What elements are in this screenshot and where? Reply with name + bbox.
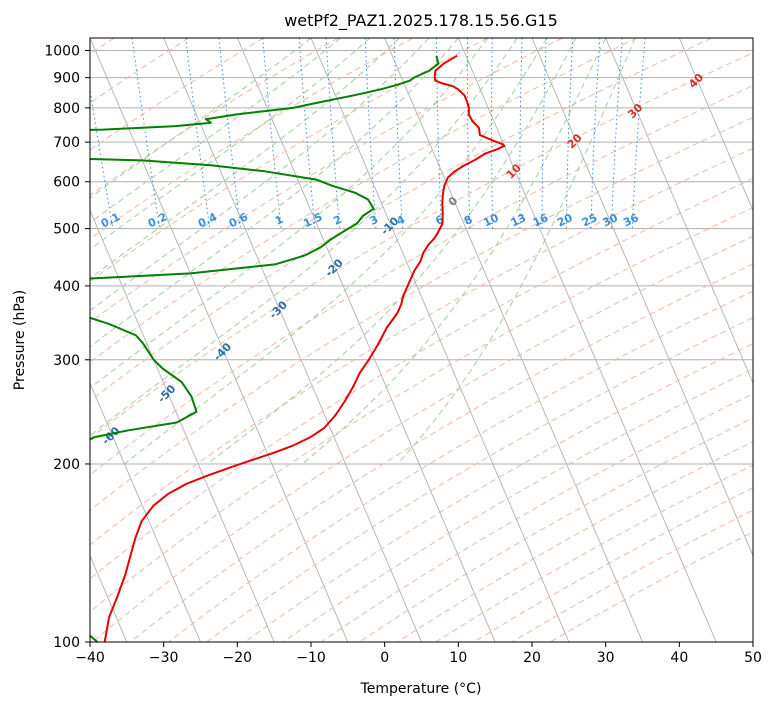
x-tick-label: 40 [670, 650, 688, 666]
x-tick-label: −10 [296, 650, 326, 666]
y-tick-label: 800 [53, 101, 80, 117]
x-tick-label: −20 [223, 650, 253, 666]
chart-title: wetPf2_PAZ1.2025.178.15.56.G15 [284, 11, 558, 31]
y-tick-label: 500 [53, 222, 80, 238]
y-tick-label: 300 [53, 353, 80, 369]
x-tick-label: −40 [75, 650, 105, 666]
y-tick-label: 900 [53, 71, 80, 87]
y-tick-label: 200 [53, 457, 80, 473]
x-tick-label: 0 [380, 650, 389, 666]
y-tick-label: 600 [53, 175, 80, 191]
x-tick-label: 50 [744, 650, 762, 666]
x-tick-label: 10 [449, 650, 467, 666]
y-tick-label: 400 [53, 279, 80, 295]
x-tick-label: −30 [149, 650, 179, 666]
y-tick-label: 700 [53, 135, 80, 151]
y-tick-label: 100 [53, 635, 80, 651]
y-tick-label: 1000 [44, 44, 80, 60]
x-axis-label: Temperature (°C) [360, 681, 482, 697]
x-tick-label: 30 [597, 650, 615, 666]
x-tick-label: 20 [523, 650, 541, 666]
y-axis-label: Pressure (hPa) [12, 290, 28, 390]
